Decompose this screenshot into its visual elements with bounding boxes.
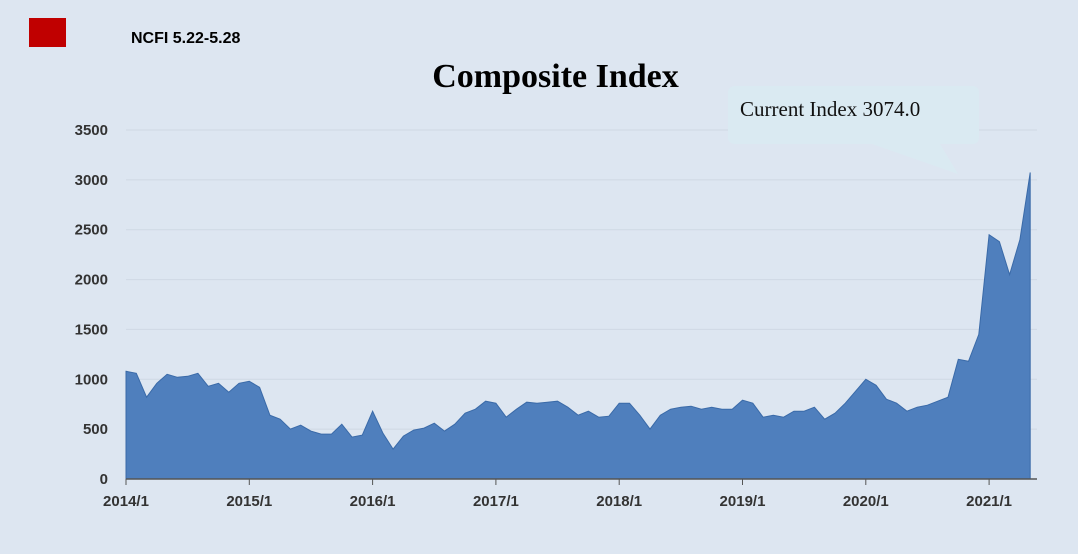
y-tick-label: 2500 (75, 222, 108, 239)
y-tick-label: 1500 (75, 321, 108, 338)
x-tick-label: 2018/1 (596, 493, 642, 510)
x-axis-ticks: 2014/1 2015/1 2016/1 2017/1 2018/1 2019/1 2020… (103, 479, 1012, 510)
x-tick-label: 2017/1 (473, 493, 519, 510)
y-tick-label: 1000 (75, 371, 108, 388)
callout-bubble (728, 86, 979, 174)
x-tick-label: 2016/1 (350, 493, 396, 510)
x-tick-label: 2019/1 (720, 493, 766, 510)
callout: Current Index 3074.0 (728, 86, 979, 174)
area-series (125, 172, 1031, 480)
y-tick-label: 3500 (75, 122, 108, 139)
y-tick-label: 500 (83, 421, 108, 438)
callout-text: Current Index 3074.0 (740, 97, 920, 121)
y-tick-label: 2000 (75, 272, 108, 289)
y-tick-label: 3000 (75, 172, 108, 189)
x-tick-label: 2020/1 (843, 493, 889, 510)
date-range-label: NCFI 5.22-5.28 (131, 30, 241, 47)
gridlines (126, 129, 1037, 430)
chart-title: Composite Index (432, 58, 679, 95)
y-axis-ticks: 0 500 1000 1500 2000 2500 3000 3500 (75, 122, 108, 488)
x-tick-label: 2014/1 (103, 493, 149, 510)
x-tick-label: 2015/1 (226, 493, 272, 510)
y-tick-label: 0 (100, 471, 108, 488)
x-tick-label: 2021/1 (966, 493, 1012, 510)
red-badge (29, 18, 66, 47)
